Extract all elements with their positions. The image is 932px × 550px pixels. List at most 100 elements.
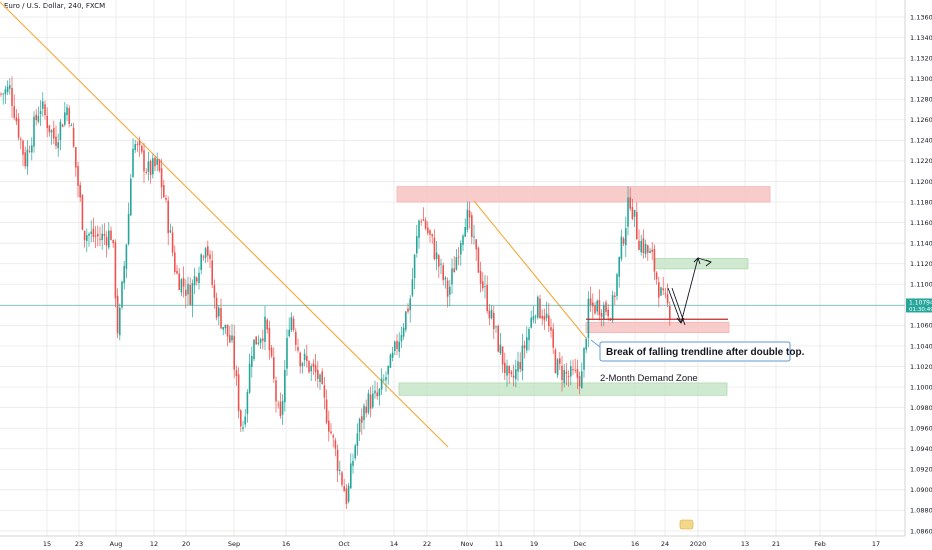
candle-body [523, 345, 526, 349]
candle-body [457, 256, 460, 258]
candle-body [169, 230, 172, 233]
candle-body [614, 295, 616, 298]
candle-body [559, 358, 561, 364]
candle-body [620, 236, 623, 260]
candle-body [160, 168, 163, 188]
candle-body [211, 260, 213, 285]
candle-body [303, 353, 306, 361]
candle-body [147, 161, 150, 172]
event-flag-icon [679, 519, 694, 530]
supply-zone-top [396, 186, 771, 203]
candle-body [532, 316, 535, 320]
candle-body [130, 178, 132, 216]
candle-body [28, 151, 31, 153]
candle-body [88, 233, 90, 236]
x-tick-label: Aug [110, 540, 123, 548]
candle-body [488, 310, 491, 319]
candle-body [11, 87, 13, 106]
candle-body [277, 404, 279, 406]
x-tick-label: Dec [574, 540, 587, 548]
candle-body [521, 345, 524, 371]
candle-body [504, 362, 506, 374]
candle-body [207, 246, 209, 256]
candle-body [299, 352, 301, 367]
candle-body [136, 144, 139, 145]
candle-body [473, 236, 475, 238]
candle-body [279, 401, 282, 417]
candle-body [13, 106, 15, 118]
time-axis: 15 23 Aug 12 20 Sep 16 Oct 14 22 Nov 11 19 Dec 16 24 202… [0, 535, 905, 548]
candle-body [383, 379, 385, 381]
y-tick-label: 1.09200 [910, 466, 932, 474]
candle-body [55, 136, 57, 147]
candle-body [68, 108, 70, 124]
candle-body [594, 305, 596, 314]
candle-body [284, 370, 286, 403]
candle-body [664, 293, 667, 295]
candle-body [616, 274, 618, 297]
candle-body [218, 307, 220, 317]
candle-body [251, 355, 253, 367]
candle-body [363, 405, 365, 421]
candle-body [174, 252, 176, 272]
candle-body [222, 326, 224, 330]
candle-body [97, 233, 99, 237]
arrowhead-up [693, 257, 701, 265]
candle-body [275, 380, 277, 402]
candle-body [328, 420, 330, 432]
y-tick-label: 1.13200 [910, 54, 932, 62]
candle-body [235, 370, 238, 377]
x-tick-label: Oct [338, 540, 350, 548]
candle-body [262, 338, 264, 341]
x-tick-label: 13 [741, 540, 749, 548]
last-price-tag [906, 298, 932, 313]
x-tick-label: 14 [390, 540, 398, 548]
last-price-value: 1.10794 [909, 299, 932, 306]
candle-body [655, 272, 658, 280]
candle-body [475, 239, 477, 250]
candle-body [570, 366, 572, 377]
candle-body [220, 307, 222, 329]
candle-body [636, 211, 638, 240]
candle-body [226, 324, 229, 337]
callout-box [599, 341, 791, 362]
candle-body [416, 236, 418, 254]
candle-body [440, 263, 442, 265]
candle-body [477, 247, 480, 273]
candle-body [185, 289, 187, 296]
candle-body [563, 369, 565, 384]
candle-body [345, 488, 348, 504]
candle-body [171, 232, 174, 253]
candle-body [59, 121, 62, 140]
candle-body [306, 355, 308, 362]
candle-body [596, 300, 598, 312]
candle-body [605, 302, 607, 312]
candle-body [61, 124, 64, 127]
candle-body [433, 237, 436, 260]
candle-body [336, 449, 339, 471]
candle-body [471, 215, 473, 238]
candle-body [253, 339, 255, 360]
candle-body [411, 279, 414, 296]
candle-body [385, 377, 387, 381]
candle-body [24, 152, 26, 167]
y-tick-label: 1.10000 [910, 383, 932, 391]
candle-body [66, 107, 68, 116]
candle-body [57, 142, 59, 149]
candle-body [125, 244, 128, 269]
candle-body [233, 336, 235, 370]
candle-body [528, 328, 530, 341]
candle-body [141, 145, 143, 152]
candle-body [266, 319, 268, 330]
candle-body [499, 344, 502, 354]
candle-body [572, 369, 574, 371]
candle-body [72, 127, 75, 147]
candle-body [638, 240, 640, 251]
candle-body [286, 337, 288, 369]
candle-body [431, 234, 433, 237]
candle-body [409, 298, 411, 311]
candle-body [356, 433, 359, 447]
candle-body [378, 389, 381, 396]
candle-body [424, 220, 427, 229]
